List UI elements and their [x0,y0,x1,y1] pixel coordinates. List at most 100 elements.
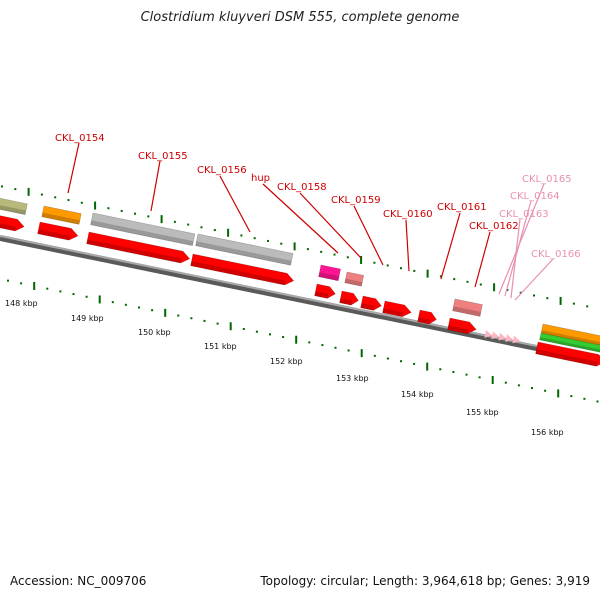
small-feature [505,334,514,343]
cds-0158-upper [344,271,365,287]
cds-0162-shade [447,325,469,334]
hup-upper-shade [318,272,340,281]
minor-tick [80,201,83,204]
gene-label: CKL_0155 [138,151,188,162]
minor-tick [1,185,3,188]
leader-line [514,258,554,301]
cds-0156 [190,253,295,286]
minor-tick [59,290,62,293]
cds-right [535,341,600,367]
feature-track [0,196,600,367]
cds-0162-shape [447,317,477,335]
trna-gene-right-shade [540,330,600,348]
cds-0155 [86,231,191,264]
cds-0154-shade [37,229,70,241]
minor-tick [124,303,127,306]
leader-line [262,183,339,254]
cds-0155-shape [86,231,191,264]
minor-tick [120,209,123,212]
misc-rna-gene-right-shade [539,337,600,354]
minor-tick [596,400,599,403]
cds-right-shade [535,349,598,367]
minor-tick [308,341,311,344]
gene-label: CKL_0154 [55,133,105,144]
minor-tick [7,279,9,282]
cds-0155-shade [86,239,182,264]
minor-tick [85,295,88,298]
minor-tick [452,370,455,373]
gene-label: CKL_0158 [277,182,327,193]
cds-hup [314,283,336,299]
rrna-gene-1-shade [90,220,194,246]
minor-tick [14,188,17,191]
cds-right-shape [535,341,600,367]
cds-0161-shade [417,317,430,325]
hup-upper [318,264,341,282]
gene-label: CKL_0156 [197,165,247,176]
rrna-gene-1-shape [90,212,196,246]
scale-label: 152 kbp [270,357,303,366]
scale-label: 155 kbp [466,408,499,417]
minor-tick [46,287,49,290]
minor-tick [20,282,23,285]
olive-gene-shape [0,196,28,215]
gene-label: CKL_0165 [522,174,572,185]
minor-tick [216,322,219,325]
minor-tick [506,289,509,292]
minor-tick [466,280,469,283]
cds-0162 [447,317,477,335]
small-feature-arrow [505,334,514,343]
cds-0160-shade [382,308,404,317]
minor-tick [269,333,271,336]
minor-tick [544,389,547,392]
gene-label: CKL_0159 [331,195,381,206]
leader-line [504,200,532,297]
small-feature [491,331,500,340]
minor-tick [413,269,416,272]
minor-tick [479,283,482,286]
minor-tick [240,234,243,237]
minor-tick [280,242,283,245]
minor-tick [267,239,269,242]
cds-0161 [417,309,437,325]
minor-tick [519,291,522,294]
scale-label: 149 kbp [71,314,104,323]
minor-tick [134,212,136,215]
minor-tick [282,336,285,339]
minor-tick [334,346,337,349]
cds-0162-upper-shape [452,298,483,317]
trna-gene [41,205,82,225]
rrna-gene-1 [90,212,196,246]
minor-tick [347,349,350,352]
minor-tick [386,264,389,267]
cds-0160 [382,300,412,318]
minor-tick [570,395,573,398]
minor-tick [173,220,176,223]
leader-line [440,212,461,280]
accession-text: Accession: NC_009706 [10,574,147,588]
cds-0153 [0,213,25,232]
rrna-gene-2-shape [195,233,294,266]
hup-upper-shape [318,264,341,282]
leader-line [67,142,80,194]
scale-label: 150 kbp [138,328,171,337]
gene-label: CKL_0164 [510,191,560,202]
minor-tick [151,309,154,312]
leader-line [150,160,161,212]
misc-rna-gene-right [539,332,600,355]
minor-tick [439,368,442,371]
minor-tick [200,226,203,229]
minor-tick [177,314,180,317]
minor-tick [465,373,468,376]
outer-tick-ring [1,185,589,308]
minor-tick [439,275,442,278]
minor-tick [190,317,193,320]
backbone-track [0,235,600,364]
gene-label: CKL_0162 [469,221,519,232]
cds-0161-shape [417,309,437,325]
minor-tick [203,319,206,322]
minor-tick [531,387,533,390]
minor-tick [111,301,114,304]
cds-0162-upper [452,298,483,317]
minor-tick [504,381,507,384]
